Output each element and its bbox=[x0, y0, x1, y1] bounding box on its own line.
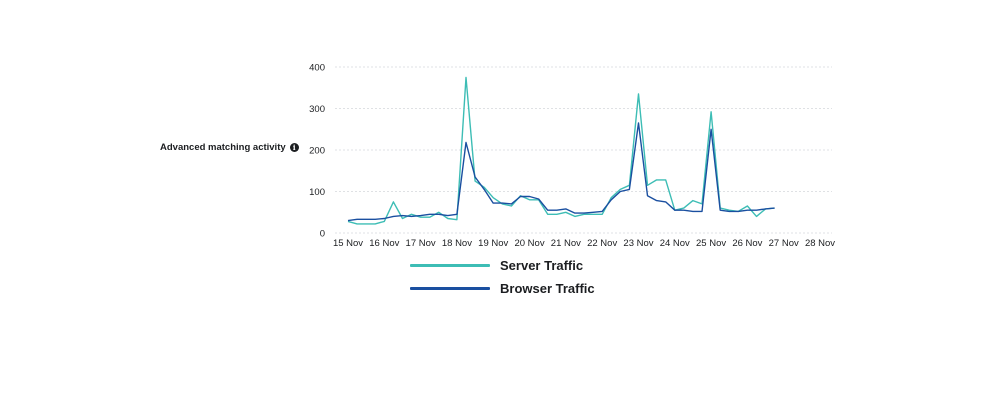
info-icon[interactable]: i bbox=[289, 143, 299, 152]
y-tick-label: 100 bbox=[309, 187, 325, 198]
series-line-browser-traffic bbox=[347, 122, 775, 222]
x-tick-label: 23 Nov bbox=[623, 238, 653, 249]
y-tick-label: 0 bbox=[320, 229, 325, 240]
x-tick-label: 19 Nov bbox=[478, 238, 508, 249]
gridlines bbox=[335, 66, 832, 234]
y-tick-label: 200 bbox=[309, 146, 325, 157]
legend-label-server-traffic: Server Traffic bbox=[500, 257, 584, 273]
x-tick-label: 26 Nov bbox=[732, 238, 762, 249]
x-tick-label: 16 Nov bbox=[369, 238, 399, 249]
x-tick-label: 17 Nov bbox=[406, 238, 436, 249]
x-tick-label: 18 Nov bbox=[442, 238, 472, 249]
x-tick-label: 21 Nov bbox=[551, 238, 581, 249]
x-axis-ticks: 15 Nov 16 Nov 17 Nov 18 Nov 19 Nov 20 Nov 21 N… bbox=[333, 238, 835, 249]
y-axis-ticks: 0 100 200 300 400 bbox=[309, 63, 325, 240]
y-tick-label: 400 bbox=[309, 63, 325, 74]
x-tick-label: 27 Nov bbox=[769, 238, 799, 249]
legend-label-browser-traffic: Browser Traffic bbox=[500, 280, 595, 296]
series-line-server-traffic bbox=[347, 76, 775, 225]
x-tick-label: 22 Nov bbox=[587, 238, 617, 249]
x-tick-label: 28 Nov bbox=[805, 238, 835, 249]
y-tick-label: 300 bbox=[309, 104, 325, 115]
legend: Server Traffic Browser Traffic bbox=[410, 257, 595, 296]
legend-swatch-browser-traffic bbox=[410, 286, 490, 290]
x-tick-label: 25 Nov bbox=[696, 238, 726, 249]
series-lines bbox=[347, 76, 775, 225]
legend-item-server-traffic[interactable]: Server Traffic bbox=[410, 257, 595, 273]
legend-item-browser-traffic[interactable]: Browser Traffic bbox=[410, 280, 595, 296]
metric-label-text: Advanced matching activity bbox=[160, 142, 286, 153]
x-tick-label: 24 Nov bbox=[660, 238, 690, 249]
legend-swatch-server-traffic bbox=[410, 263, 490, 267]
metric-label: Advanced matching activity i bbox=[160, 142, 299, 153]
x-tick-label: 15 Nov bbox=[333, 238, 363, 249]
x-tick-label: 20 Nov bbox=[514, 238, 544, 249]
